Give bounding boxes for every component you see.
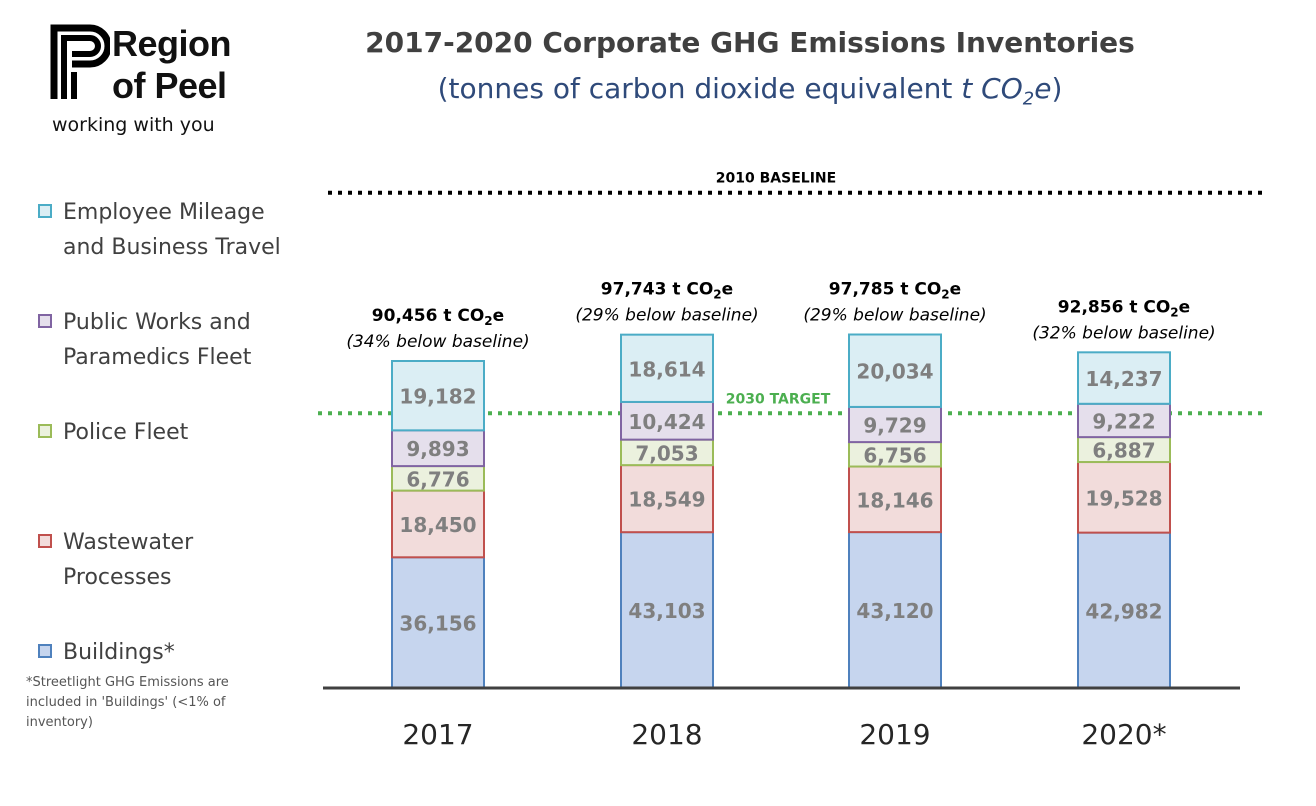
- data-label-police-fleet-2017: 6,776: [406, 467, 469, 491]
- data-label-police-fleet-2018: 7,053: [635, 441, 698, 465]
- bar-segment-buildings-2018: [620, 531, 714, 689]
- legend-label-employee-travel: Employee Mileage and Business Travel: [63, 200, 281, 260]
- bar-segment-wastewater-processes-2018: [620, 464, 714, 534]
- data-label-buildings-2018: 43,103: [628, 599, 705, 623]
- logo-line-2: of Peel: [112, 65, 227, 106]
- subtitle-main: (tonnes of carbon dioxide equivalent: [437, 72, 962, 105]
- bar-segment-wastewater-processes-2020: [1077, 461, 1171, 534]
- bar-segment-employee-mileage-and-business-travel-2019: [848, 333, 942, 408]
- data-label-police-fleet-2020: 6,887: [1092, 439, 1155, 463]
- total-note-2019: (29% below baseline): [803, 306, 986, 326]
- bar-segment-public-works-and-paramedics-fleet-2019: [848, 405, 942, 444]
- total-note-2020: (32% below baseline): [1032, 323, 1215, 343]
- region-of-peel-logo: Region of Peel working with you: [50, 22, 290, 142]
- x-tick-label-2019: 2019: [859, 718, 930, 751]
- reference-label-2030-target: 2030 TARGET: [726, 391, 831, 407]
- data-label-public-works-and-paramedics-fleet-2017: 9,893: [406, 437, 469, 461]
- logo-line-1: Region: [112, 23, 232, 64]
- peel-logo-mark-icon: [50, 24, 110, 99]
- data-label-employee-mileage-and-business-travel-2020: 14,237: [1085, 367, 1162, 391]
- bar-segment-buildings-2020: [1077, 531, 1171, 689]
- legend-label-buildings: Buildings*: [63, 640, 175, 665]
- x-tick-label-2017: 2017: [402, 718, 473, 751]
- data-label-employee-mileage-and-business-travel-2017: 19,182: [399, 385, 476, 409]
- subtitle-closing: ): [1051, 72, 1063, 105]
- bar-segment-employee-mileage-and-business-travel-2018: [620, 333, 714, 403]
- bar-segment-wastewater-processes-2019: [848, 465, 942, 534]
- total-label-2019: 97,785 t CO2e: [829, 280, 961, 302]
- legend-swatch-police-fleet: [38, 424, 52, 438]
- bar-segment-employee-mileage-and-business-travel-2017: [391, 359, 485, 432]
- legend-swatch-buildings: [38, 644, 52, 658]
- legend-label-public-works: Public Works and Paramedics Fleet: [63, 310, 252, 370]
- data-label-wastewater-processes-2018: 18,549: [628, 488, 705, 512]
- total-label-2017: 90,456 t CO2e: [372, 306, 504, 328]
- logo-tagline: working with you: [52, 114, 215, 136]
- total-label-2020: 92,856 t CO2e: [1058, 297, 1190, 319]
- footnote: *Streetlight GHG Emissions are included …: [26, 675, 229, 730]
- chart-subtitle: (tonnes of carbon dioxide equivalent t C…: [250, 72, 1250, 110]
- bar-segment-buildings-2017: [391, 556, 485, 689]
- data-label-public-works-and-paramedics-fleet-2020: 9,222: [1092, 409, 1155, 433]
- data-label-buildings-2020: 42,982: [1085, 599, 1162, 623]
- legend-label-wastewater: Wastewater Processes: [63, 530, 194, 590]
- reference-label-2010-baseline: 2010 BASELINE: [716, 171, 836, 187]
- data-label-public-works-and-paramedics-fleet-2018: 10,424: [628, 410, 705, 434]
- data-label-wastewater-processes-2020: 19,528: [1085, 486, 1162, 510]
- bar-segment-police-fleet-2017: [391, 465, 485, 492]
- chart-title: 2017-2020 Corporate GHG Emissions Invent…: [365, 26, 1135, 59]
- data-label-employee-mileage-and-business-travel-2019: 20,034: [856, 360, 933, 384]
- bar-segment-police-fleet-2018: [620, 438, 714, 467]
- data-label-employee-mileage-and-business-travel-2018: 18,614: [628, 357, 705, 381]
- legend-label-police-fleet: Police Fleet: [63, 420, 189, 445]
- total-note-2018: (29% below baseline): [575, 306, 758, 326]
- data-label-police-fleet-2019: 6,756: [863, 443, 926, 467]
- bar-segment-buildings-2019: [848, 531, 942, 690]
- bar-segment-police-fleet-2020: [1077, 436, 1171, 464]
- data-label-wastewater-processes-2017: 18,450: [399, 513, 476, 537]
- data-label-buildings-2017: 36,156: [399, 612, 476, 636]
- subtitle-unit: t CO2e: [961, 72, 1052, 110]
- legend-swatch-public-works: [38, 314, 52, 328]
- bar-segment-employee-mileage-and-business-travel-2020: [1077, 351, 1171, 405]
- x-tick-label-2018: 2018: [631, 718, 702, 751]
- legend-swatch-wastewater: [38, 534, 52, 548]
- total-note-2017: (34% below baseline): [346, 332, 529, 352]
- legend-swatch-employee-travel: [38, 204, 52, 218]
- total-label-2018: 97,743 t CO2e: [601, 280, 733, 302]
- data-label-buildings-2019: 43,120: [856, 599, 933, 623]
- data-label-wastewater-processes-2019: 18,146: [856, 488, 933, 512]
- x-tick-label-2020: 2020*: [1081, 718, 1166, 751]
- data-label-public-works-and-paramedics-fleet-2019: 9,729: [863, 414, 926, 438]
